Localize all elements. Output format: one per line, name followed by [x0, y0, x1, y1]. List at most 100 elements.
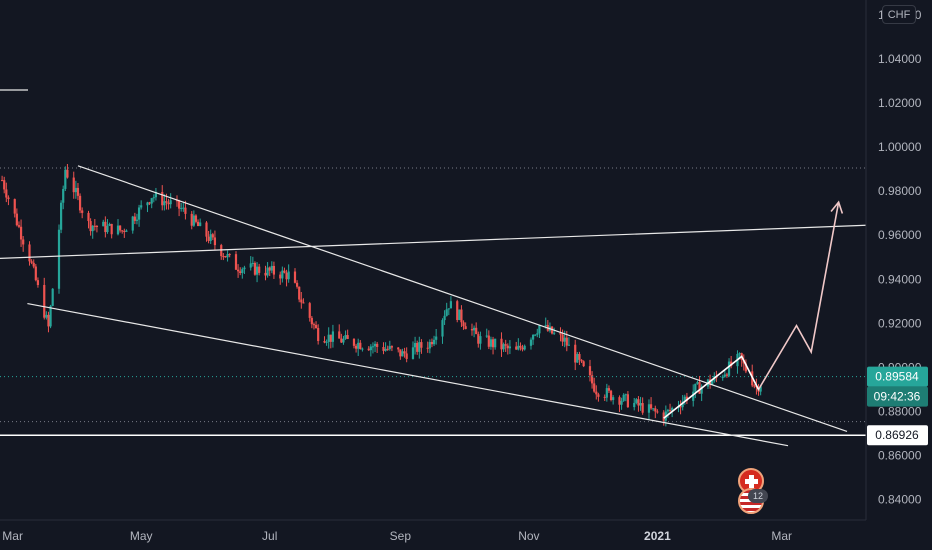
- candle[interactable]: [656, 409, 659, 414]
- currency-label[interactable]: CHF: [882, 5, 916, 24]
- candle[interactable]: [489, 336, 493, 350]
- candle[interactable]: [635, 397, 638, 405]
- candle[interactable]: [432, 335, 436, 347]
- candle[interactable]: [384, 342, 387, 352]
- candle[interactable]: [258, 263, 261, 276]
- candle[interactable]: [338, 324, 341, 339]
- candle[interactable]: [441, 318, 444, 344]
- candle[interactable]: [521, 344, 524, 352]
- candle[interactable]: [207, 230, 210, 244]
- candle[interactable]: [146, 201, 149, 213]
- candle[interactable]: [413, 336, 417, 355]
- candle[interactable]: [13, 198, 16, 218]
- time-axis[interactable]: Mar May Jul Sep Nov 2021 Mar: [2, 529, 792, 543]
- candle[interactable]: [561, 329, 564, 347]
- candle[interactable]: [150, 197, 153, 209]
- candle[interactable]: [182, 201, 185, 212]
- candle[interactable]: [603, 394, 606, 401]
- candle[interactable]: [506, 343, 509, 355]
- candle[interactable]: [487, 330, 490, 350]
- candle[interactable]: [196, 219, 200, 227]
- candle[interactable]: [411, 341, 415, 360]
- candle[interactable]: [515, 341, 518, 350]
- candle[interactable]: [698, 376, 701, 394]
- candle[interactable]: [47, 311, 50, 333]
- candle[interactable]: [354, 343, 358, 353]
- candle[interactable]: [135, 213, 139, 225]
- candle[interactable]: [553, 327, 556, 336]
- candle[interactable]: [428, 339, 431, 354]
- candle[interactable]: [397, 347, 400, 353]
- candle[interactable]: [654, 405, 657, 419]
- candle[interactable]: [110, 223, 113, 239]
- candle[interactable]: [502, 342, 505, 353]
- candle[interactable]: [131, 215, 134, 234]
- candle[interactable]: [121, 229, 124, 234]
- candle[interactable]: [266, 262, 269, 278]
- candle[interactable]: [209, 229, 212, 244]
- candle[interactable]: [30, 259, 33, 265]
- candle[interactable]: [479, 331, 482, 350]
- candle[interactable]: [285, 269, 288, 287]
- candle[interactable]: [7, 195, 10, 206]
- candle[interactable]: [190, 211, 193, 230]
- candle[interactable]: [574, 339, 577, 371]
- candle[interactable]: [49, 304, 52, 329]
- candle[interactable]: [504, 339, 507, 352]
- candle[interactable]: [607, 385, 611, 394]
- lower-trendline[interactable]: [27, 302, 789, 447]
- candle[interactable]: [519, 342, 522, 351]
- candle[interactable]: [19, 219, 23, 247]
- candle[interactable]: [175, 195, 179, 207]
- candle[interactable]: [593, 377, 596, 393]
- candle[interactable]: [620, 397, 623, 410]
- candle[interactable]: [420, 339, 423, 354]
- candle[interactable]: [580, 359, 583, 363]
- candle[interactable]: [226, 250, 229, 262]
- candle[interactable]: [34, 263, 37, 282]
- candle[interactable]: [239, 267, 242, 276]
- candle[interactable]: [89, 218, 92, 236]
- candle[interactable]: [460, 305, 463, 327]
- candle[interactable]: [536, 328, 539, 338]
- candle[interactable]: [435, 329, 438, 345]
- candle[interactable]: [236, 264, 240, 278]
- candle[interactable]: [116, 219, 120, 236]
- candle[interactable]: [357, 338, 360, 356]
- candle[interactable]: [649, 397, 653, 410]
- candle[interactable]: [538, 324, 541, 338]
- candle[interactable]: [376, 341, 379, 354]
- candle[interactable]: [5, 182, 8, 203]
- candle[interactable]: [666, 408, 670, 419]
- candle[interactable]: [426, 341, 429, 353]
- candle[interactable]: [618, 395, 621, 413]
- candle[interactable]: [251, 256, 254, 267]
- candle[interactable]: [108, 222, 111, 227]
- candle[interactable]: [283, 267, 286, 274]
- candle[interactable]: [91, 225, 94, 239]
- candle[interactable]: [169, 193, 172, 209]
- candle[interactable]: [104, 216, 107, 238]
- candle[interactable]: [22, 236, 25, 252]
- candle[interactable]: [287, 264, 290, 283]
- candle[interactable]: [180, 202, 183, 212]
- candle[interactable]: [652, 408, 655, 412]
- candle[interactable]: [78, 193, 82, 214]
- candle[interactable]: [685, 392, 689, 405]
- candle[interactable]: [222, 253, 225, 261]
- candle[interactable]: [386, 345, 389, 351]
- candle[interactable]: [458, 309, 461, 321]
- candle[interactable]: [590, 371, 594, 389]
- candle[interactable]: [472, 325, 476, 338]
- candle[interactable]: [300, 291, 303, 309]
- horizontal-trendline[interactable]: [0, 224, 867, 259]
- candle[interactable]: [270, 261, 273, 274]
- candle[interactable]: [298, 286, 301, 303]
- candle[interactable]: [295, 280, 299, 289]
- candle[interactable]: [517, 338, 520, 351]
- candle[interactable]: [491, 336, 495, 355]
- candle[interactable]: [279, 271, 282, 285]
- candle[interactable]: [32, 259, 35, 269]
- candle[interactable]: [639, 396, 642, 411]
